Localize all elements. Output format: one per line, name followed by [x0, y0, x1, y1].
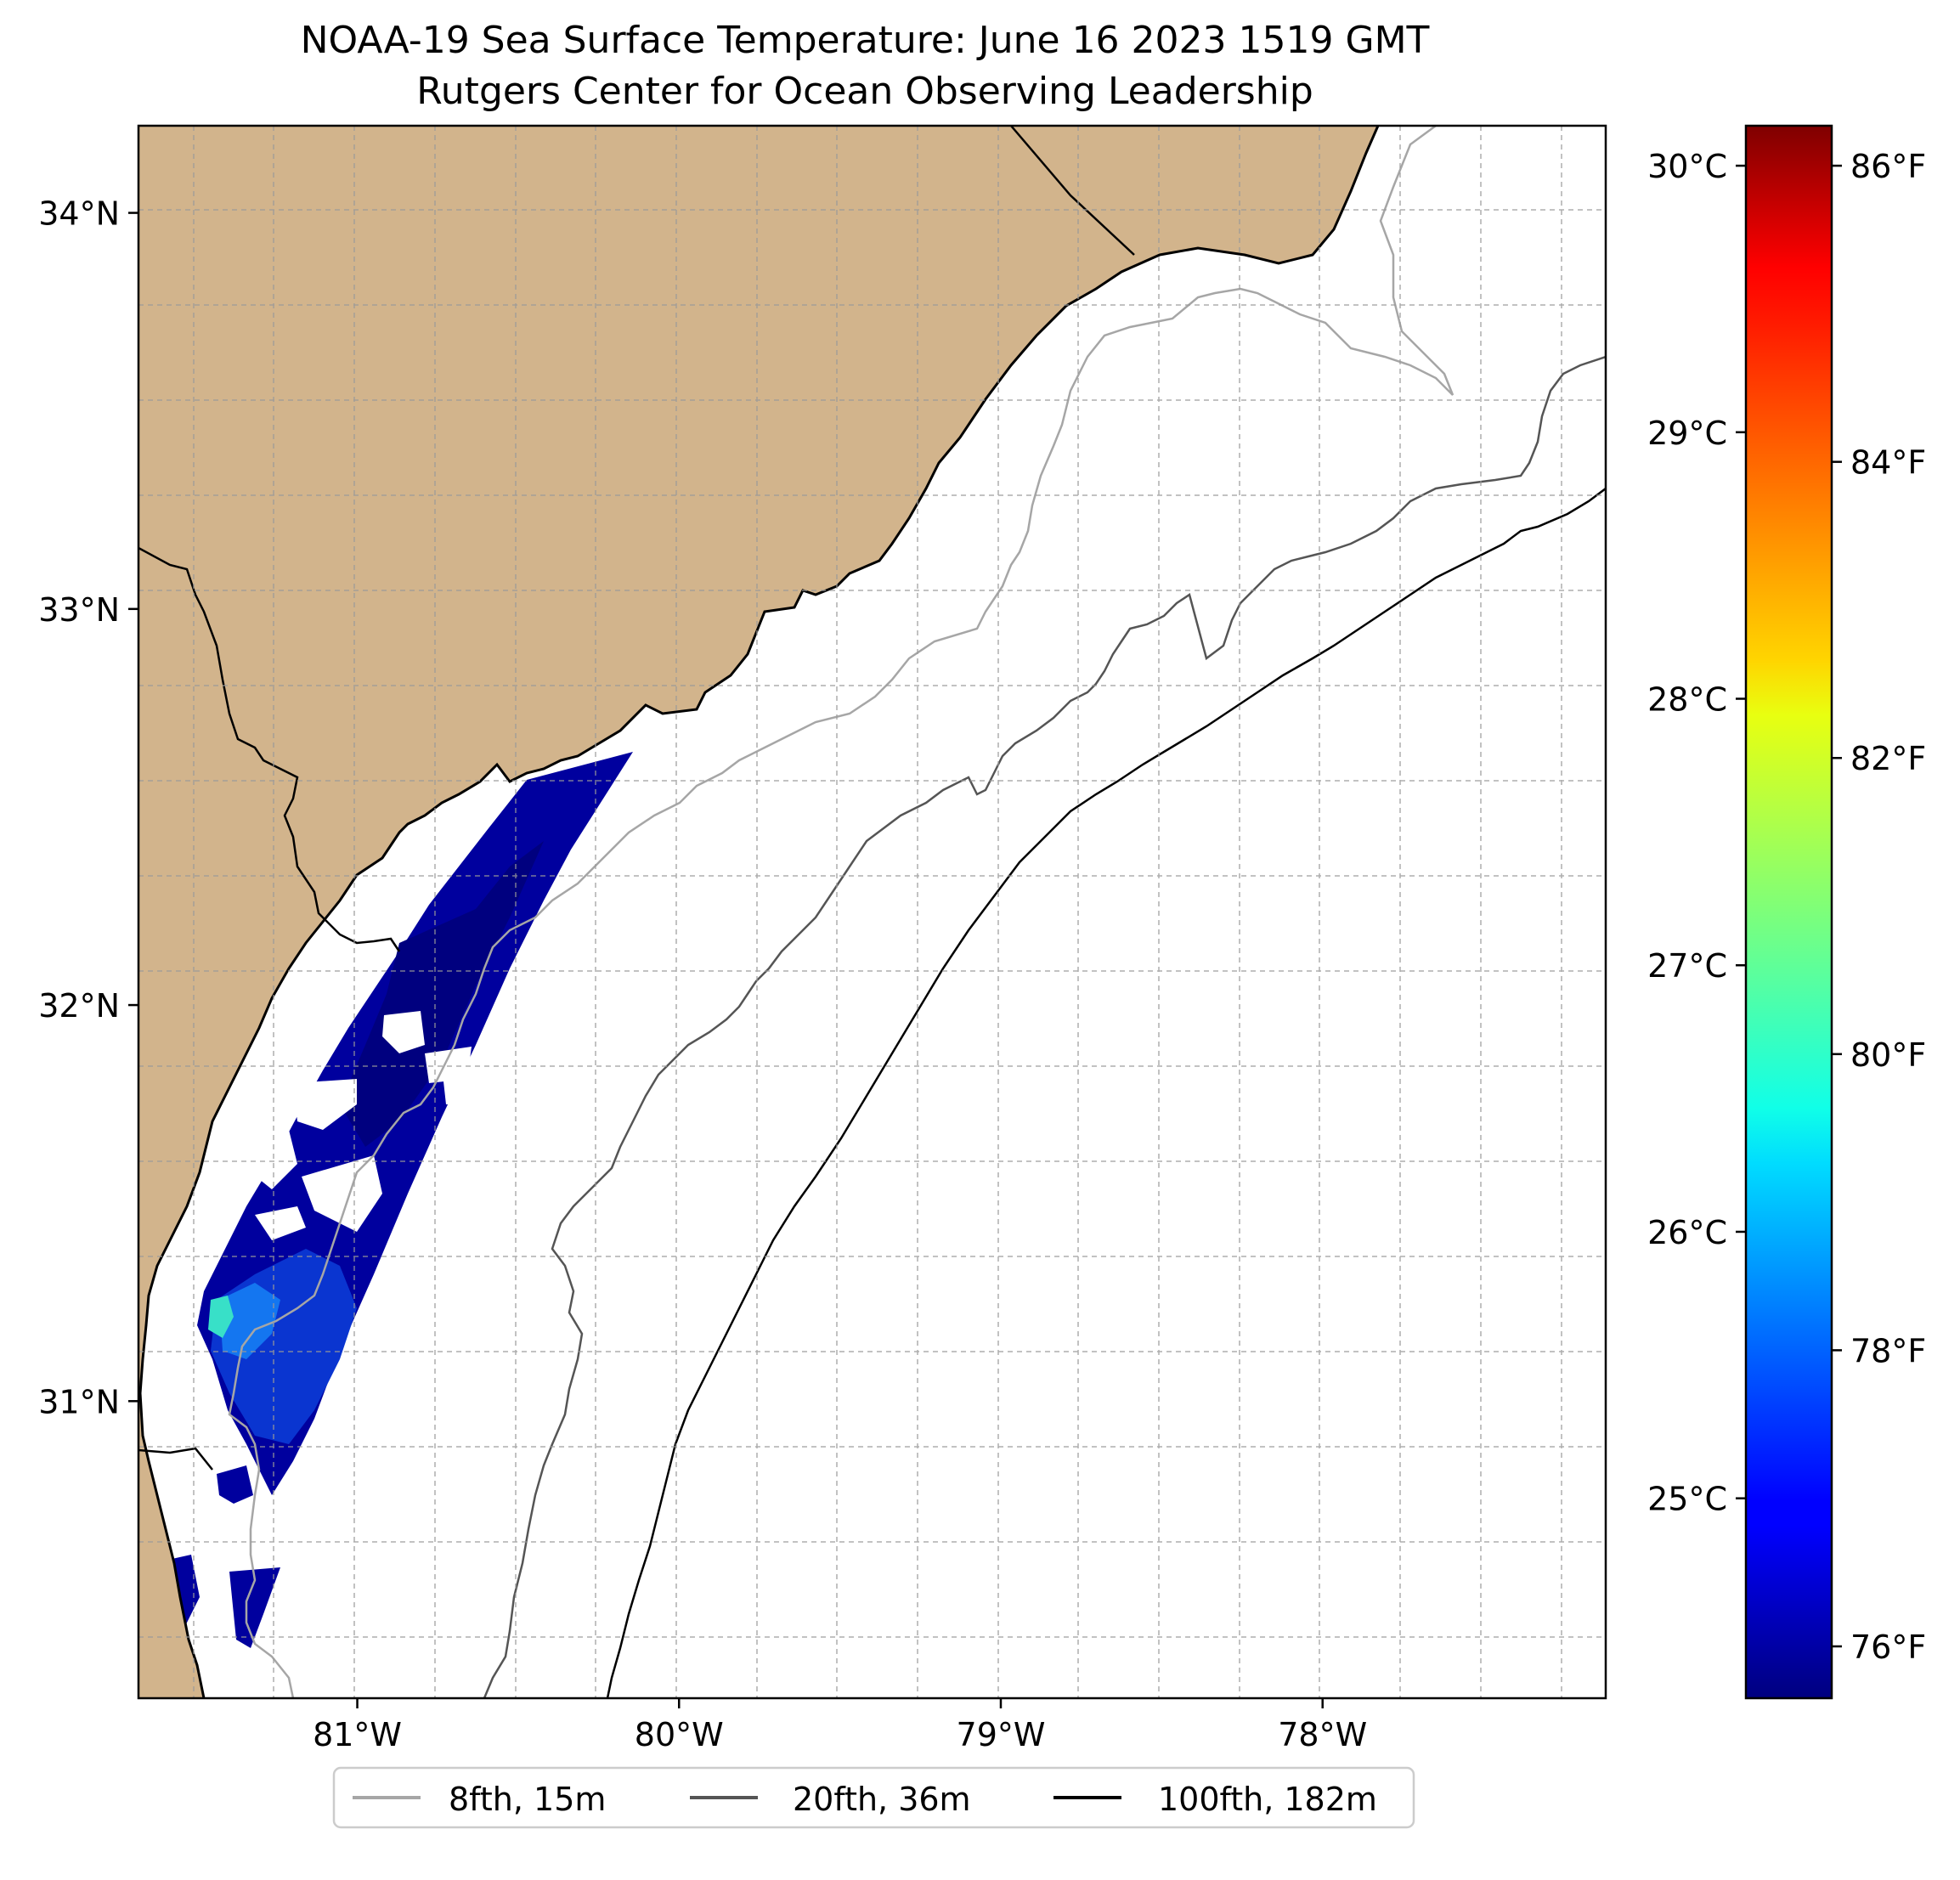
isobath-legend: 8fth, 15m 20fth, 36m 100fth, 182m	[332, 1766, 1415, 1829]
cloud-gaps	[246, 1011, 484, 1240]
title-line1: NOAA-19 Sea Surface Temperature: June 16…	[301, 19, 1430, 62]
isobath-8fth	[228, 126, 1454, 1698]
fahrenheit-label: 86°F	[1850, 148, 1926, 185]
title-line2: Rutgers Center for Ocean Observing Leade…	[416, 70, 1313, 113]
celsius-label: 27°C	[1647, 947, 1727, 985]
coastline-outline	[138, 126, 1380, 1698]
sst-swath-warmer	[219, 1283, 280, 1359]
isobath-100fth	[606, 488, 1606, 1698]
sst-swath-dark	[340, 841, 544, 1147]
legend-label-100fth: 100fth, 182m	[1158, 1781, 1377, 1818]
lon-label: 80°W	[635, 1716, 724, 1753]
isobath-20fth	[483, 355, 1606, 1698]
sst-swath-south2	[229, 1567, 280, 1648]
celsius-label: 26°C	[1647, 1214, 1727, 1251]
fahrenheit-label: 80°F	[1850, 1036, 1926, 1074]
map-panel	[138, 126, 1606, 1698]
lat-label: 34°N	[38, 195, 120, 233]
sst-swath-small	[217, 1465, 253, 1504]
fahrenheit-label: 76°F	[1850, 1629, 1926, 1666]
legend-label-20fth: 20fth, 36m	[793, 1781, 971, 1818]
lon-label: 79°W	[957, 1716, 1046, 1753]
lat-label: 33°N	[38, 591, 120, 629]
fahrenheit-label: 84°F	[1850, 444, 1926, 482]
sst-swath	[138, 752, 633, 1691]
latitude-axis: 34°N 33°N 32°N 31°N	[38, 195, 138, 1420]
sst-swath-warmest	[208, 1296, 234, 1338]
legend-label-8fth: 8fth, 15m	[449, 1781, 606, 1818]
state-border-ga-fl	[138, 1447, 213, 1471]
map-frame	[137, 124, 1607, 1700]
lat-label: 31°N	[38, 1383, 120, 1420]
colorbar-celsius-axis: 30°C 29°C 28°C 27°C 26°C 25°C	[1647, 148, 1746, 1518]
celsius-label: 30°C	[1647, 148, 1727, 185]
celsius-label: 29°C	[1647, 415, 1727, 452]
lon-label: 81°W	[313, 1716, 402, 1753]
celsius-label: 25°C	[1647, 1481, 1727, 1518]
colorbar-fahrenheit-axis: 86°F 84°F 82°F 80°F 78°F 76°F	[1832, 148, 1926, 1666]
longitude-axis: 81°W 80°W 79°W 78°W	[313, 1698, 1367, 1753]
state-border-sc-ga	[138, 546, 401, 952]
state-border-nc-sc	[1010, 126, 1135, 256]
legend-frame	[332, 1766, 1415, 1829]
colorbar: 30°C 29°C 28°C 27°C 26°C 25°C 86°F 84°F 82°F 80°…	[1647, 124, 1926, 1700]
colorbar-gradient	[1744, 124, 1833, 1700]
lat-label: 32°N	[38, 987, 120, 1025]
fahrenheit-label: 82°F	[1850, 740, 1926, 777]
fahrenheit-label: 78°F	[1850, 1332, 1926, 1369]
celsius-label: 28°C	[1647, 681, 1727, 719]
gridlines	[138, 126, 1606, 1698]
lon-label: 78°W	[1278, 1716, 1367, 1753]
